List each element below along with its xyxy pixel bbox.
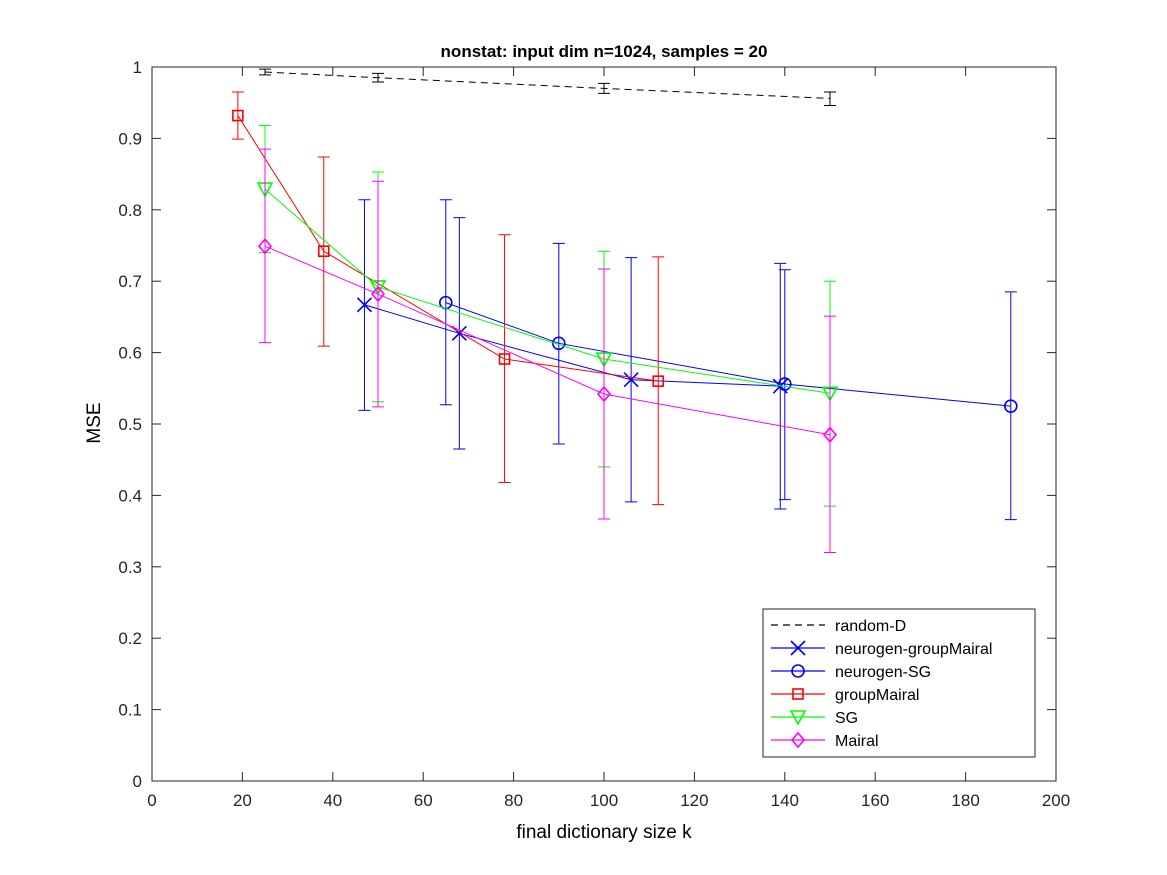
y-axis: 0 0.1 0.2 0.3 0.4 0.5 0.6 0.7 0.8 0.9 1 bbox=[118, 58, 1056, 791]
x-tick-label: 100 bbox=[590, 791, 618, 810]
x-tick-label: 140 bbox=[771, 791, 799, 810]
series-line bbox=[264, 188, 831, 394]
y-tick-label: 0.2 bbox=[118, 629, 142, 648]
legend-item: SG bbox=[771, 710, 858, 727]
plot-area bbox=[151, 66, 1057, 782]
series-neurogen-SG bbox=[438, 199, 1018, 521]
data-point bbox=[356, 297, 373, 313]
data-point bbox=[551, 336, 566, 351]
error-bar bbox=[259, 148, 271, 344]
series-random-D bbox=[259, 68, 836, 107]
x-tick-label: 80 bbox=[504, 791, 523, 810]
y-tick-label: 0 bbox=[133, 772, 142, 791]
x-axis-label: final dictionary size k bbox=[516, 822, 692, 843]
x-axis: 0 20 40 60 80 100 120 140 160 180 200 bbox=[147, 67, 1070, 810]
y-tick-label: 0.6 bbox=[118, 344, 142, 363]
x-tick-label: 120 bbox=[680, 791, 708, 810]
x-tick-label: 200 bbox=[1042, 791, 1070, 810]
series-line bbox=[364, 304, 781, 387]
data-point bbox=[451, 325, 467, 341]
x-tick-label: 0 bbox=[147, 791, 156, 810]
legend: random-D neurogen-groupMairal neurogen-SG g… bbox=[762, 608, 1036, 758]
data-point bbox=[596, 385, 612, 403]
data-point bbox=[777, 377, 792, 391]
legend-item: neurogen-SG bbox=[771, 664, 931, 681]
legend-marker bbox=[789, 710, 807, 726]
legend-marker bbox=[791, 664, 805, 678]
data-point bbox=[498, 353, 511, 365]
data-point bbox=[652, 375, 665, 387]
legend-label: random-D bbox=[835, 618, 906, 635]
y-tick-label: 0.3 bbox=[118, 558, 142, 577]
y-tick-label: 0.4 bbox=[118, 486, 142, 505]
y-tick-label: 0.7 bbox=[118, 272, 142, 291]
legend-marker bbox=[790, 640, 806, 656]
legend-marker bbox=[790, 731, 806, 749]
data-point bbox=[317, 245, 330, 258]
y-tick-label: 0.8 bbox=[118, 201, 142, 220]
data-point bbox=[370, 285, 386, 303]
x-tick-label: 40 bbox=[323, 791, 342, 810]
data-point bbox=[1003, 399, 1018, 413]
series-line bbox=[264, 245, 831, 436]
legend-label: neurogen-groupMairal bbox=[835, 641, 992, 658]
y-tick-label: 0.5 bbox=[118, 415, 142, 434]
x-tick-label: 160 bbox=[861, 791, 889, 810]
x-tick-label: 20 bbox=[233, 791, 252, 810]
legend-label: groupMairal bbox=[835, 687, 919, 704]
legend-item: groupMairal bbox=[771, 687, 919, 704]
y-axis-label: MSE bbox=[84, 402, 105, 443]
chart-title: nonstat: input dim n=1024, samples = 20 bbox=[441, 42, 768, 61]
legend-item: random-D bbox=[771, 618, 906, 635]
y-tick-label: 0.9 bbox=[118, 129, 142, 148]
error-bar bbox=[439, 199, 452, 406]
legend-label: SG bbox=[835, 710, 858, 727]
series-groupMairal bbox=[231, 91, 665, 506]
series-Mairal bbox=[257, 148, 838, 554]
legend-label: neurogen-SG bbox=[835, 664, 931, 681]
series-neurogen-groupMairal bbox=[356, 199, 788, 510]
legend-label: Mairal bbox=[835, 733, 879, 750]
legend-marker bbox=[792, 688, 804, 700]
data-point bbox=[822, 426, 838, 443]
y-tick-label: 1 bbox=[133, 58, 142, 77]
data-point bbox=[623, 372, 639, 388]
x-tick-label: 180 bbox=[951, 791, 979, 810]
x-tick-label: 60 bbox=[414, 791, 433, 810]
series-line bbox=[445, 302, 1011, 407]
data-point bbox=[232, 109, 244, 122]
error-bar bbox=[824, 91, 836, 107]
legend-item: Mairal bbox=[771, 731, 879, 750]
y-tick-label: 0.1 bbox=[118, 701, 142, 720]
series-line bbox=[237, 115, 659, 382]
error-bar bbox=[778, 269, 791, 501]
legend-item: neurogen-groupMairal bbox=[771, 640, 992, 658]
data-point bbox=[257, 237, 273, 255]
legend-box bbox=[762, 608, 1036, 758]
